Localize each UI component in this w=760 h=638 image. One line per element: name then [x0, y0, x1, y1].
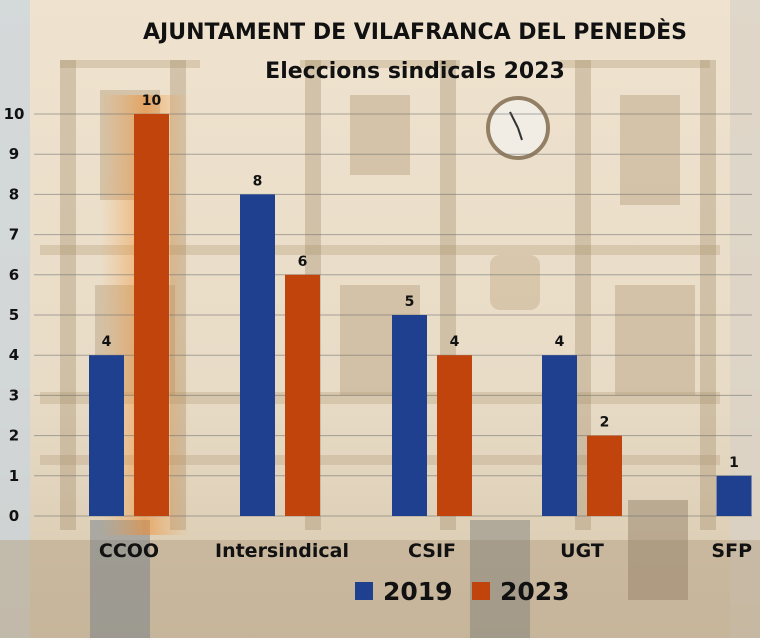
y-tick-label: 7	[9, 226, 19, 244]
value-label: 1	[729, 455, 739, 471]
x-tick-label: Intersindical	[215, 540, 349, 562]
bar-2019-csif	[392, 315, 427, 516]
legend: 2019 2023	[355, 577, 570, 606]
y-tick-label: 0	[9, 507, 19, 525]
bar-2023-csif	[437, 355, 472, 516]
bar-2019-sfp	[716, 475, 752, 516]
x-axis-labels: CCOO Intersindical CSIF UGT SFP	[99, 540, 752, 562]
legend-swatch-2023	[472, 582, 490, 600]
y-tick-label: 8	[9, 185, 19, 203]
value-label: 4	[555, 334, 565, 350]
bar-2019-ugt	[542, 355, 577, 516]
chart-subtitle: Eleccions sindicals 2023	[265, 59, 565, 84]
y-tick-label: 4	[9, 346, 19, 364]
value-label: 10	[142, 93, 162, 109]
chart-title: AJUNTAMENT DE VILAFRANCA DEL PENEDÈS	[143, 19, 687, 45]
y-tick-label: 9	[9, 145, 19, 163]
bar-2019-intersindical	[240, 194, 275, 516]
value-label: 4	[450, 334, 460, 350]
y-tick-label: 6	[9, 266, 19, 284]
legend-label-2019: 2019	[383, 577, 453, 606]
x-tick-label: UGT	[560, 540, 604, 562]
y-tick-label: 1	[9, 467, 19, 485]
y-tick-label: 5	[9, 306, 19, 324]
x-tick-label: CCOO	[99, 540, 159, 562]
bar-2023-ugt	[587, 435, 622, 516]
y-tick-label: 2	[9, 427, 19, 445]
value-label: 4	[102, 334, 112, 350]
value-label: 2	[600, 415, 610, 431]
x-tick-label: CSIF	[408, 540, 456, 562]
legend-label-2023: 2023	[500, 577, 570, 606]
x-tick-label: SFP	[711, 540, 752, 562]
y-tick-label: 10	[4, 105, 25, 123]
bar-2019-ccoo	[89, 355, 124, 516]
bars	[89, 114, 752, 516]
value-labels: 4 10 8 6 5 4 4 2 1	[102, 93, 739, 471]
value-label: 8	[253, 173, 263, 189]
bar-2023-intersindical	[285, 274, 320, 516]
y-axis-ticks: 0 1 2 3 4 5 6 7 8 9 10	[4, 105, 25, 525]
value-label: 5	[405, 294, 415, 310]
bar-2023-ccoo	[134, 114, 169, 516]
legend-swatch-2019	[355, 582, 373, 600]
y-tick-label: 3	[9, 386, 19, 404]
value-label: 6	[298, 254, 308, 270]
